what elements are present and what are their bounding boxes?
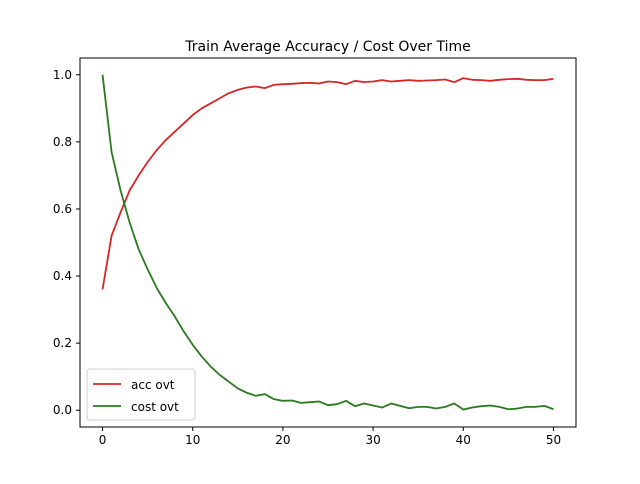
x-tick-label-10: 10 — [185, 433, 200, 447]
x-tick-label-30: 30 — [365, 433, 380, 447]
y-tick-label-0.2: 0.2 — [53, 336, 72, 350]
y-tick-label-0.0: 0.0 — [53, 403, 72, 417]
x-tick-label-50: 50 — [546, 433, 561, 447]
series-layer — [101, 74, 554, 411]
legend: acc ovt cost ovt — [86, 368, 196, 421]
series-line-cost-ovt — [101, 74, 554, 411]
y-tick-label-1.0: 1.0 — [53, 68, 72, 82]
ticks-layer: 0 10 20 30 40 50 0.0 0.2 0.4 0.6 0.8 1.0 — [53, 68, 561, 447]
x-tick-label-40: 40 — [456, 433, 471, 447]
y-tick-label-0.4: 0.4 — [53, 269, 72, 283]
x-tick-label-20: 20 — [275, 433, 290, 447]
y-tick-label-0.8: 0.8 — [53, 135, 72, 149]
legend-label-acc-ovt: acc ovt — [131, 378, 175, 392]
series-line-acc-ovt — [101, 77, 554, 290]
chart-title: Train Average Accuracy / Cost Over Time — [184, 39, 470, 55]
x-tick-label-0: 0 — [99, 433, 107, 447]
y-tick-label-0.6: 0.6 — [53, 202, 72, 216]
plot-frame — [79, 57, 577, 428]
legend-box — [86, 368, 196, 421]
legend-label-cost-ovt: cost ovt — [131, 400, 179, 414]
